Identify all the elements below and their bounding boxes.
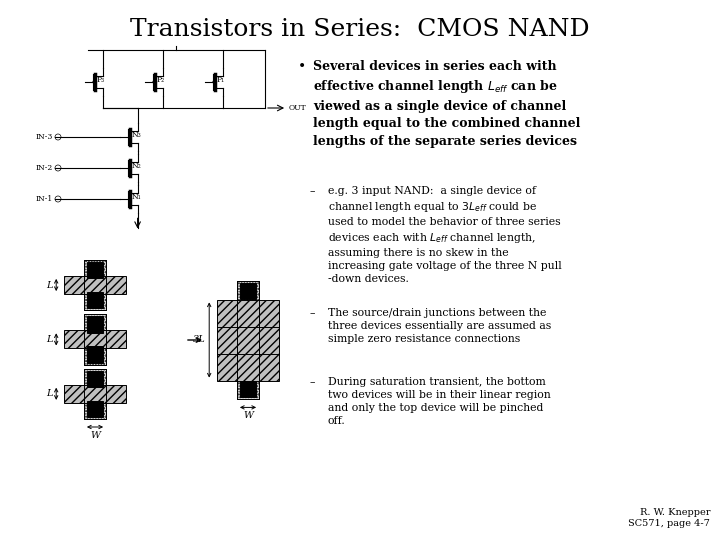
Text: Several devices in series each with
effective channel length $L_{eff}$ can be
vi: Several devices in series each with effe… [313,60,580,148]
Text: IN-1: IN-1 [36,195,53,203]
Text: L: L [45,335,53,344]
Bar [86,401,103,417]
Text: N₂: N₂ [132,162,141,170]
Text: –: – [310,186,315,196]
Text: •: • [298,60,306,74]
Text: –: – [310,308,315,318]
Text: N₃: N₃ [132,131,141,139]
Bar [64,385,126,403]
Bar [86,262,103,278]
Bar [237,281,259,400]
Bar [240,282,256,299]
Text: The source/drain junctions between the
three devices essentially are assumed as
: The source/drain junctions between the t… [328,308,552,344]
Bar [84,369,106,419]
Text: OUT: OUT [289,104,307,112]
Bar [64,276,126,294]
Text: Transistors in Series:  CMOS NAND: Transistors in Series: CMOS NAND [130,18,590,41]
Bar [86,316,103,333]
Bar [64,330,126,348]
Text: –: – [310,377,315,387]
Text: IN-3: IN-3 [35,133,53,141]
Text: During saturation transient, the bottom
two devices will be in their linear regi: During saturation transient, the bottom … [328,377,551,426]
Bar [84,260,106,310]
Text: L: L [45,389,53,399]
Text: W: W [90,431,100,440]
Bar [86,346,103,362]
Bar [84,260,106,310]
Text: IN-2: IN-2 [36,164,53,172]
Bar [240,381,256,397]
Text: R. W. Knepper
SC571, page 4-7: R. W. Knepper SC571, page 4-7 [628,508,710,528]
Text: e.g. 3 input NAND:  a single device of
channel length equal to $3L_{eff}$ could : e.g. 3 input NAND: a single device of ch… [328,186,562,284]
Bar [86,370,103,387]
Bar [237,281,259,400]
Text: 3L: 3L [192,335,205,345]
Bar [84,369,106,419]
Text: P₂: P₂ [156,76,165,84]
Bar [84,314,106,364]
Bar [86,292,103,308]
Text: P₁: P₁ [217,76,225,84]
Bar [217,300,279,381]
Text: L: L [45,280,53,289]
Bar [84,314,106,364]
Text: W: W [243,411,253,421]
Text: P₃: P₃ [96,76,104,84]
Text: N₁: N₁ [132,193,141,201]
